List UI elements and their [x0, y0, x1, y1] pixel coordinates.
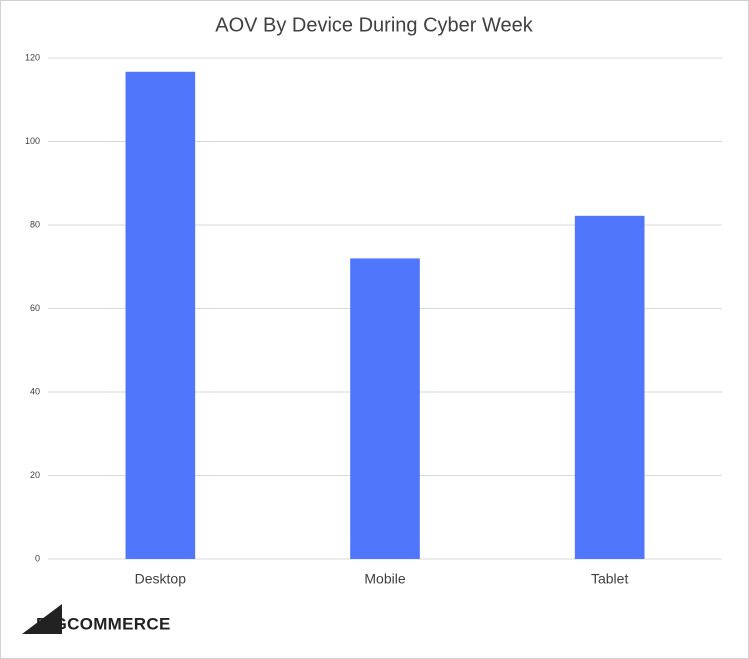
logo-mark — [22, 604, 62, 634]
x-tick-label: Tablet — [591, 571, 628, 587]
y-tick-label: 40 — [30, 386, 40, 396]
bar — [125, 71, 196, 559]
y-tick-label: 100 — [25, 136, 40, 146]
y-tick-label: 80 — [30, 219, 40, 229]
chart-title: AOV By Device During Cyber Week — [215, 14, 534, 36]
y-tick-label: 60 — [30, 303, 40, 313]
logo: BIGCOMMERCE — [36, 614, 171, 633]
bar — [574, 215, 645, 559]
y-tick-label: 120 — [25, 52, 40, 62]
x-tick-label: Desktop — [135, 571, 187, 587]
y-tick-label: 20 — [30, 470, 40, 480]
y-tick-label: 0 — [35, 553, 40, 563]
x-tick-label: Mobile — [364, 571, 405, 587]
bar — [350, 258, 420, 559]
